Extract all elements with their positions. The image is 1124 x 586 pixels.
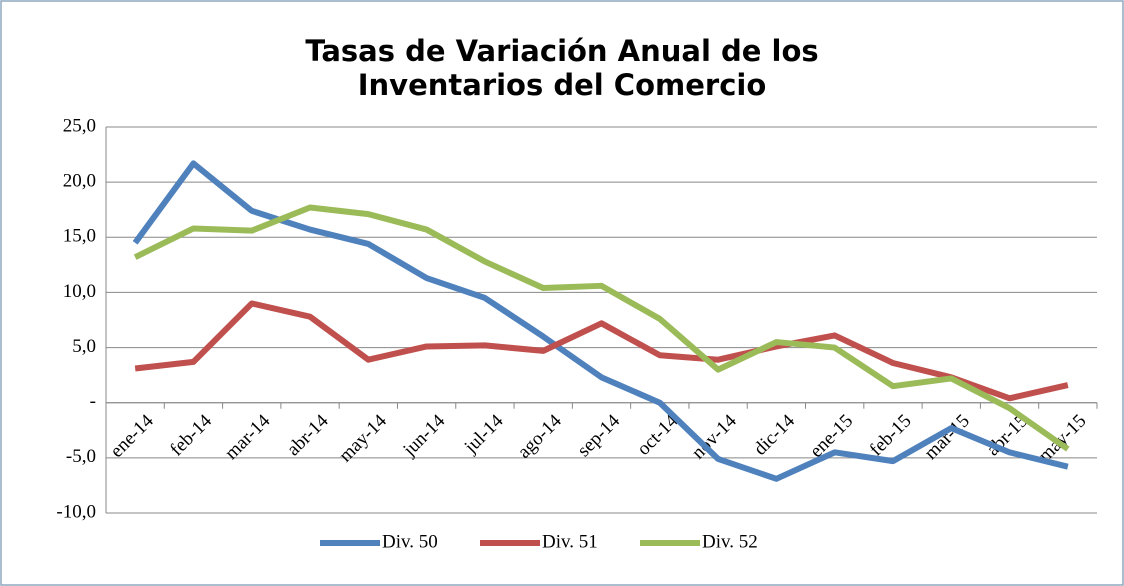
y-tick-label: -10,0 bbox=[56, 501, 96, 522]
y-tick-label: -5,0 bbox=[66, 446, 96, 467]
series-line bbox=[132, 160, 1069, 482]
legend-label: Div. 51 bbox=[542, 531, 598, 552]
y-tick-label: 5,0 bbox=[72, 336, 96, 357]
series-line bbox=[133, 204, 1070, 452]
y-tick-label: 15,0 bbox=[63, 226, 96, 247]
y-tick-label: 25,0 bbox=[63, 115, 96, 136]
series-line bbox=[134, 300, 1069, 402]
legend-label: Div. 52 bbox=[702, 531, 758, 552]
chart-title: Tasas de Variación Anual de los Inventar… bbox=[305, 34, 819, 102]
y-tick-label: 10,0 bbox=[63, 281, 96, 302]
y-tick-label: - bbox=[90, 391, 96, 412]
y-tick-label: 20,0 bbox=[63, 171, 96, 192]
legend-label: Div. 50 bbox=[382, 531, 438, 552]
